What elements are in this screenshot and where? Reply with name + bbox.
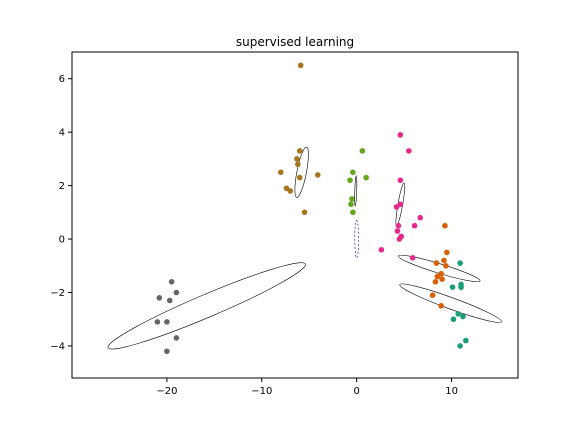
x-tick-label-2: 0	[353, 386, 359, 397]
point-s4-1	[444, 249, 450, 256]
point-s5-7	[463, 337, 469, 344]
point-s4-7	[439, 276, 445, 282]
point-s3-2	[397, 177, 404, 184]
point-s3-11	[378, 246, 385, 253]
point-s0-7	[164, 348, 170, 355]
point-s5-6	[460, 313, 466, 320]
x-tick-label-3: 10	[445, 386, 458, 397]
y-tick-label-1: −2	[50, 288, 65, 299]
point-s3-5	[417, 214, 424, 221]
point-s5-3	[458, 284, 464, 290]
point-s1-5	[296, 174, 303, 181]
point-s5-4	[450, 316, 457, 323]
point-s1-1	[296, 148, 303, 154]
point-s0-1	[173, 289, 180, 296]
x-tick-label-0: −20	[156, 386, 177, 397]
ellipse-layer	[107, 146, 502, 350]
y-tick-label-2: 0	[59, 235, 65, 246]
point-s0-3	[166, 297, 173, 304]
y-tick-label-4: 4	[59, 128, 65, 139]
chart-title: supervised learning	[236, 35, 354, 49]
y-axis: −4 −2 0 2 4 6	[50, 74, 72, 352]
point-s3-4	[393, 204, 400, 210]
point-s3-12	[409, 254, 416, 261]
point-s4-0	[442, 222, 448, 229]
point-s3-10	[396, 236, 403, 242]
point-s0-0	[168, 279, 175, 285]
point-s2-2	[347, 177, 353, 184]
point-s2-6	[350, 209, 356, 216]
point-s4-4	[443, 262, 449, 269]
point-s5-0	[457, 260, 463, 266]
point-s1-0	[297, 62, 304, 69]
point-s4-10	[438, 303, 444, 309]
point-s1-8	[287, 188, 294, 194]
ellipse-1	[294, 146, 309, 198]
point-s3-8	[394, 228, 401, 234]
point-s4-2	[441, 257, 447, 264]
point-s0-6	[173, 335, 180, 341]
point-s0-4	[154, 319, 161, 325]
ellipse-3	[354, 219, 359, 259]
ellipse-5	[398, 254, 481, 283]
ellipse-2	[354, 175, 358, 207]
point-s0-2	[156, 295, 163, 301]
point-s1-3	[295, 161, 301, 168]
point-s2-1	[350, 169, 356, 176]
point-layer	[154, 62, 469, 355]
point-s5-8	[457, 343, 463, 349]
point-s4-8	[432, 279, 439, 285]
x-tick-label-1: −10	[251, 386, 272, 397]
x-axis: −20 −10 0 10	[156, 378, 458, 397]
point-s3-1	[406, 148, 412, 154]
point-s2-5	[348, 201, 354, 208]
point-s0-5	[164, 319, 170, 325]
point-s3-6	[411, 222, 418, 229]
point-s5-5	[455, 311, 462, 317]
point-s1-9	[301, 209, 308, 216]
point-s5-1	[449, 284, 456, 290]
point-s3-7	[395, 222, 402, 229]
y-tick-label-5: 6	[59, 74, 65, 85]
ellipse-6	[399, 283, 502, 323]
point-s1-6	[314, 172, 321, 178]
y-tick-label-3: 2	[59, 181, 65, 192]
point-s2-0	[359, 148, 366, 154]
plot-frame	[71, 51, 519, 379]
y-tick-label-0: −4	[50, 341, 65, 352]
point-s1-4	[277, 169, 284, 176]
point-s3-0	[397, 132, 404, 138]
point-s2-3	[363, 174, 369, 181]
point-s1-2	[294, 156, 300, 162]
point-s4-3	[433, 260, 440, 266]
point-s4-6	[434, 273, 441, 280]
ellipse-0	[107, 262, 306, 350]
point-s4-9	[429, 292, 436, 298]
point-s2-4	[349, 196, 355, 202]
